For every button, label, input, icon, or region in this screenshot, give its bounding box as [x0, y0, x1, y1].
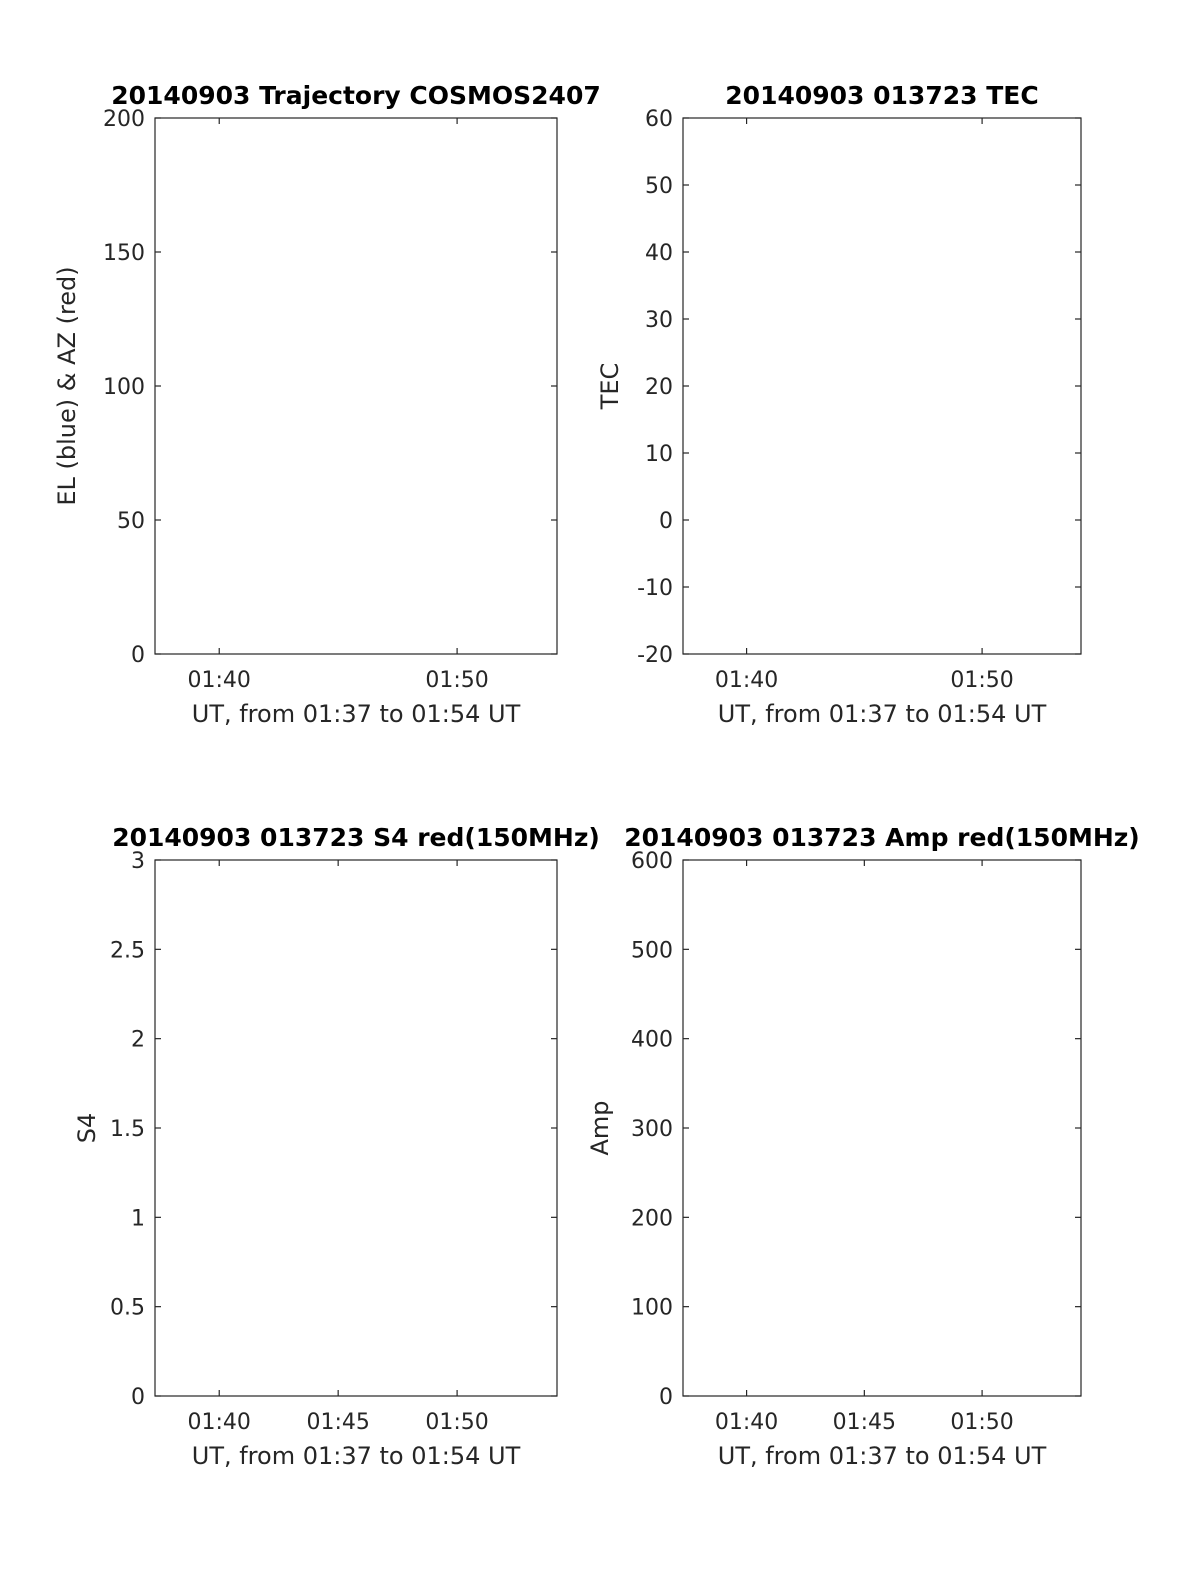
y-tick-label: 100	[631, 1296, 673, 1321]
y-tick-label: 50	[117, 509, 145, 534]
plot-frame	[682, 859, 1082, 1397]
y-axis-label: TEC	[596, 363, 624, 411]
x-axis-label: UT, from 01:37 to 01:54 UT	[192, 700, 521, 728]
x-tick-label: 01:45	[306, 1410, 369, 1435]
y-tick-label: 400	[631, 1028, 673, 1053]
plot-frame	[154, 117, 558, 655]
y-axis-label: EL (blue) & AZ (red)	[53, 266, 81, 505]
x-axis-label: UT, from 01:37 to 01:54 UT	[192, 1442, 521, 1470]
chart-title: 20140903 013723 S4 red(150MHz)	[112, 823, 600, 852]
y-tick-label: 3	[131, 849, 145, 874]
x-tick-label: 01:40	[188, 1410, 251, 1435]
y-tick-label: 0	[659, 1385, 673, 1410]
y-tick-label: 10	[645, 442, 673, 467]
chart-panel-s4: 0 0.5 1 1.5 2 2.5 3 01:40 01:45 01:50 20140903 013…	[73, 823, 600, 1470]
x-axis-label: UT, from 01:37 to 01:54 UT	[718, 700, 1047, 728]
y-tick-label: 100	[103, 375, 145, 400]
chart-title: 20140903 013723 TEC	[725, 81, 1038, 110]
plot-frame	[154, 859, 558, 1397]
y-tick-label: 0	[131, 1385, 145, 1410]
y-tick-label: 0	[659, 509, 673, 534]
chart-panel-tec: -20 -10 0 10 20 30 40 50 60 01:40 01:50 20140903 01…	[596, 81, 1082, 728]
y-tick-label: 150	[103, 241, 145, 266]
x-tick-label: 01:50	[950, 668, 1013, 693]
y-tick-label: 0	[131, 643, 145, 668]
chart-title: 20140903 013723 Amp red(150MHz)	[624, 823, 1140, 852]
x-tick-label: 01:50	[950, 1410, 1013, 1435]
x-tick-label: 01:40	[188, 668, 251, 693]
y-tick-label: 1	[131, 1206, 145, 1231]
y-tick-label: 40	[645, 241, 673, 266]
y-tick-label: 2.5	[110, 938, 145, 963]
y-tick-label: 500	[631, 938, 673, 963]
y-tick-label: 0.5	[110, 1296, 145, 1321]
chart-panel-trajectory: 0 50 100 150 200 01:40 01:50 20140903 Trajector…	[53, 81, 601, 728]
y-tick-label: 200	[103, 107, 145, 132]
y-tick-label: -10	[637, 576, 673, 601]
x-tick-label: 01:50	[425, 1410, 488, 1435]
y-tick-label: 200	[631, 1206, 673, 1231]
chart-panel-amp: 0 100 200 300 400 500 600 01:40 01:45 01:50 201409…	[586, 823, 1140, 1470]
x-tick-label: 01:40	[715, 1410, 778, 1435]
plot-frame	[682, 117, 1082, 655]
x-tick-label: 01:50	[425, 668, 488, 693]
y-tick-label: 50	[645, 174, 673, 199]
y-axis-label: Amp	[586, 1100, 614, 1155]
x-tick-label: 01:45	[833, 1410, 896, 1435]
x-tick-label: 01:40	[715, 668, 778, 693]
y-tick-label: 60	[645, 107, 673, 132]
y-tick-label: 20	[645, 375, 673, 400]
y-axis-label: S4	[73, 1113, 101, 1144]
x-axis-label: UT, from 01:37 to 01:54 UT	[718, 1442, 1047, 1470]
y-tick-label: 30	[645, 308, 673, 333]
y-tick-label: 2	[131, 1028, 145, 1053]
y-tick-label: 1.5	[110, 1117, 145, 1142]
y-tick-label: 600	[631, 849, 673, 874]
y-tick-label: 300	[631, 1117, 673, 1142]
chart-title: 20140903 Trajectory COSMOS2407	[111, 81, 601, 110]
y-tick-label: -20	[637, 643, 673, 668]
